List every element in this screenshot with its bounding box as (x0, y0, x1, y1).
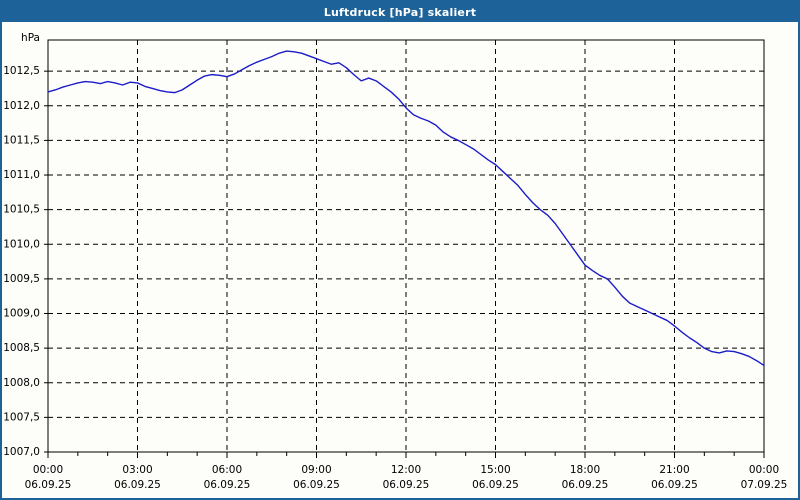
line-chart: 1012,5 1012,0 1011,5 1011,0 1010,5 1010,0 1009… (3, 32, 788, 491)
x-tick-time-label: 06:00 (212, 464, 242, 476)
x-tick-time-label: 12:00 (391, 464, 421, 476)
x-tick-date-label: 06.09.25 (651, 479, 698, 491)
y-tick-label: 1011,5 (3, 134, 40, 146)
y-tick-label: 1010,0 (3, 238, 40, 250)
y-tick-label: 1009,0 (3, 308, 40, 320)
window-title-bar: Luftdruck [hPa] skaliert (2, 2, 798, 22)
x-tick-time-label: 21:00 (659, 464, 689, 476)
x-axis-ticks (44, 70, 765, 458)
x-tick-date-label: 06.09.25 (293, 479, 340, 491)
x-axis-labels: 00:00 06.09.25 03:00 06.09.25 06:00 06.09.25 0… (25, 464, 788, 491)
y-axis-unit-label: hPa (21, 32, 40, 44)
x-tick-date-label: 06.09.25 (472, 479, 519, 491)
y-tick-label: 1008,0 (3, 377, 40, 389)
page-title: Luftdruck [hPa] skaliert (323, 5, 477, 19)
x-tick-date-label: 06.09.25 (204, 479, 251, 491)
x-tick-time-label: 00:00 (33, 464, 63, 476)
x-tick-time-label: 15:00 (480, 464, 510, 476)
x-tick-date-label: 06.09.25 (383, 479, 430, 491)
plot-container: 1012,5 1012,0 1011,5 1011,0 1010,5 1010,0 1009… (2, 22, 798, 498)
y-tick-label: 1009,5 (3, 273, 40, 285)
y-tick-label: 1011,0 (3, 169, 40, 181)
x-tick-time-label: 09:00 (301, 464, 331, 476)
x-tick-date-label: 06.09.25 (114, 479, 161, 491)
y-tick-label: 1012,5 (3, 65, 40, 77)
x-tick-time-label: 18:00 (570, 464, 600, 476)
x-tick-date-label: 06.09.25 (25, 479, 72, 491)
y-tick-label: 1007,5 (3, 411, 40, 423)
x-tick-time-label: 00:00 (749, 464, 779, 476)
plot-background (48, 40, 764, 452)
pressure-series-line (47, 50, 765, 367)
y-tick-label: 1012,0 (3, 100, 40, 112)
y-axis-labels: 1012,5 1012,0 1011,5 1011,0 1010,5 1010,0 1009… (3, 65, 40, 458)
y-tick-label: 1010,5 (3, 204, 40, 216)
x-tick-time-label: 03:00 (122, 464, 152, 476)
vertical-gridlines (137, 40, 675, 452)
axis-frame (47, 39, 765, 453)
y-tick-label: 1008,5 (3, 342, 40, 354)
y-tick-label: 1007,0 (3, 446, 40, 458)
x-tick-date-label: 06.09.25 (562, 479, 609, 491)
x-tick-date-label: 07.09.25 (741, 479, 788, 491)
